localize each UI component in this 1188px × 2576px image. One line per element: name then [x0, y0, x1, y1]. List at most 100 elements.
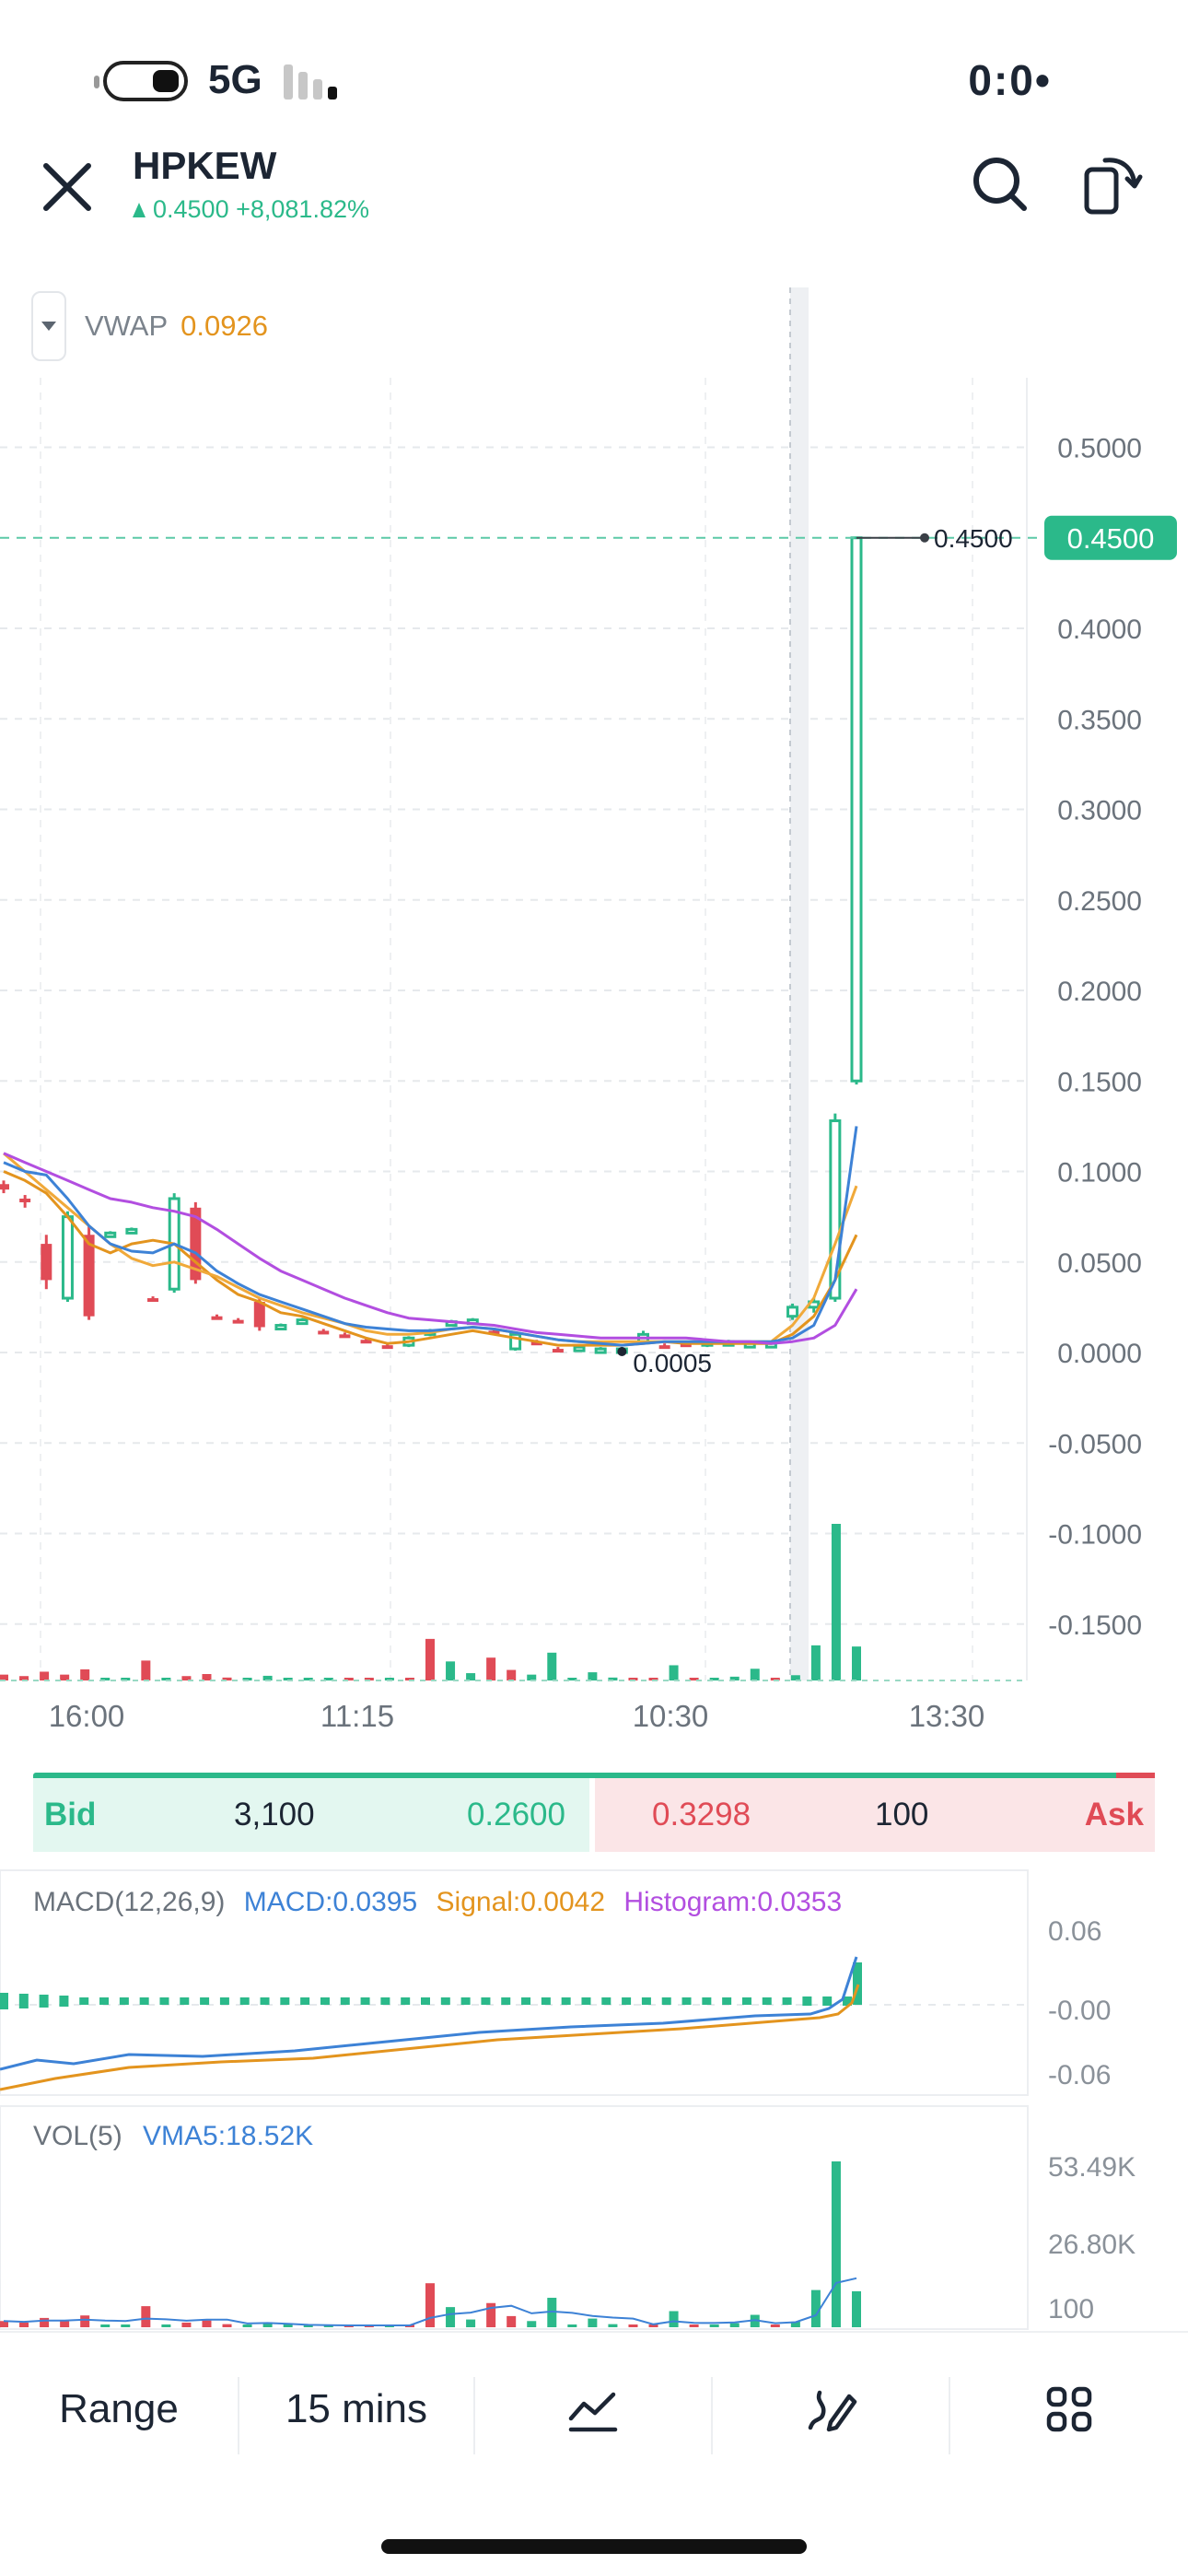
volume-bar: [364, 1678, 374, 1680]
range-label: Range: [59, 2386, 179, 2431]
macd-histogram-bar: [340, 1997, 350, 2005]
vol-bar: [608, 2324, 618, 2327]
vwap-indicator-tag[interactable]: VWAP 0.0926: [31, 291, 268, 361]
rotate-screen-button[interactable]: [1077, 151, 1144, 217]
vol-bar: [831, 2161, 841, 2327]
vol-bar: [19, 2322, 29, 2327]
macd-histogram-bar: [119, 1997, 129, 2005]
ticker-symbol: HPKEW: [133, 144, 277, 187]
candle-body: [83, 1235, 95, 1317]
close-button[interactable]: [35, 155, 99, 219]
vol-bar: [709, 2324, 719, 2327]
last-price: 0.4500: [153, 195, 229, 223]
ask-panel[interactable]: 0.3298 100 Ask: [595, 1778, 1155, 1852]
volume-bar: [709, 1678, 719, 1680]
volume-bar: [80, 1669, 90, 1680]
vol-bar: [689, 2324, 699, 2327]
header: HPKEW 0.4500 +8,081.82%: [0, 138, 1188, 258]
macd-histogram-bar: [762, 1997, 772, 2005]
range-button[interactable]: Range: [0, 2359, 238, 2460]
volume-bar: [222, 1677, 232, 1680]
vol-frame: [0, 2105, 1029, 2330]
ask-price: 0.3298: [652, 1797, 751, 1832]
histogram-value: Histogram:0.0353: [623, 1887, 843, 1917]
search-icon: [973, 158, 1027, 211]
price-tick-label: -0.1000: [1048, 1520, 1142, 1551]
close-icon: [43, 163, 91, 211]
macd-histogram-bar: [601, 1997, 611, 2005]
high-marker-label: 0.4500: [934, 524, 1013, 553]
volume-bar: [466, 1673, 476, 1680]
price-tick-label: 0.5000: [1057, 434, 1142, 464]
bid-panel[interactable]: Bid 3,100 0.2600: [33, 1778, 589, 1852]
indicator-dropdown-button[interactable]: [31, 291, 66, 361]
search-button[interactable]: [967, 151, 1033, 217]
macd-histogram-bar: [501, 1997, 511, 2005]
caret-down-icon: [41, 322, 56, 331]
price-tick-label: 0.4000: [1057, 615, 1142, 645]
macd-histogram-bar: [99, 1997, 110, 2005]
macd-histogram-bar: [722, 1997, 732, 2005]
bid-ratio-line: [33, 1773, 1116, 1778]
vol-bar: [628, 2324, 638, 2327]
indicator-button[interactable]: [475, 2359, 711, 2460]
vma-value: VMA5:18.52K: [143, 2121, 314, 2151]
macd-histogram-bar: [401, 1997, 411, 2005]
volume-panel[interactable]: 53.49K 26.80K 100: [0, 2104, 1188, 2331]
interval-button[interactable]: 15 mins: [239, 2359, 473, 2460]
macd-histogram-bar: [39, 1995, 49, 2008]
moving-average-line: [3, 1152, 858, 1343]
vol-bar: [466, 2319, 476, 2327]
moving-average-line: [3, 1152, 858, 1345]
vol-bar: [810, 2289, 821, 2327]
battery-icon: [94, 61, 188, 101]
vol-bar: [202, 2320, 212, 2327]
macd-tick-label: 0.06: [1048, 1916, 1101, 1947]
volume-bar: [181, 1676, 192, 1680]
macd-histogram-bar: [702, 1997, 712, 2005]
vol-bar: [121, 2324, 131, 2327]
ask-size: 100: [875, 1797, 929, 1832]
macd-histogram-bar: [159, 1997, 169, 2005]
volume-bar: [242, 1678, 252, 1680]
volume-bar: [547, 1652, 557, 1680]
bid-label: Bid: [44, 1797, 97, 1832]
vol-bar: [527, 2321, 537, 2327]
high-marker-dot: [920, 533, 929, 543]
candle-body: [274, 1324, 287, 1331]
volume-bar: [852, 1646, 861, 1680]
draw-button[interactable]: [713, 2359, 949, 2460]
candle-body: [594, 1347, 607, 1354]
macd-histogram-bar: [219, 1997, 229, 2005]
status-bar: 5G 0:0•: [0, 0, 1188, 138]
vol-bar: [141, 2306, 151, 2327]
vol-bar: [100, 2324, 111, 2327]
price-tick-label: 0.2500: [1057, 886, 1142, 917]
vol-title: VOL(5): [33, 2121, 122, 2151]
more-button[interactable]: [950, 2359, 1188, 2460]
price-chart[interactable]: 0.5000 0.4000 0.3500 0.3000 0.2500 0.2000 0.15…: [0, 276, 1188, 1732]
vol-bar: [770, 2324, 780, 2327]
price-tick-label: 0.1500: [1057, 1067, 1142, 1097]
candle-body: [0, 1184, 9, 1190]
macd-histogram-bar: [200, 1997, 210, 2005]
volume-bar: [161, 1678, 171, 1680]
macd-histogram-bar: [300, 1997, 310, 2005]
volume-bar: [0, 1674, 8, 1680]
volume-bar: [60, 1674, 70, 1680]
volume-bar: [790, 1675, 800, 1680]
volume-bar: [608, 1677, 618, 1680]
vol-bar: [790, 2321, 800, 2327]
volume-bar: [323, 1678, 333, 1680]
vwap-label: VWAP: [85, 310, 169, 342]
vol-bar: [750, 2314, 760, 2327]
vol-bar: [161, 2324, 171, 2327]
time-tick-label: 11:15: [320, 1699, 394, 1732]
candle-body: [829, 1118, 842, 1300]
candle-body: [211, 1316, 223, 1320]
macd-panel[interactable]: 0.06 -0.00 -0.06: [0, 1868, 1188, 2099]
home-indicator[interactable]: [381, 2539, 807, 2554]
macd-frame: [0, 1869, 1029, 2096]
candle-body: [296, 1318, 309, 1326]
macd-histogram-bar: [421, 1997, 430, 2005]
